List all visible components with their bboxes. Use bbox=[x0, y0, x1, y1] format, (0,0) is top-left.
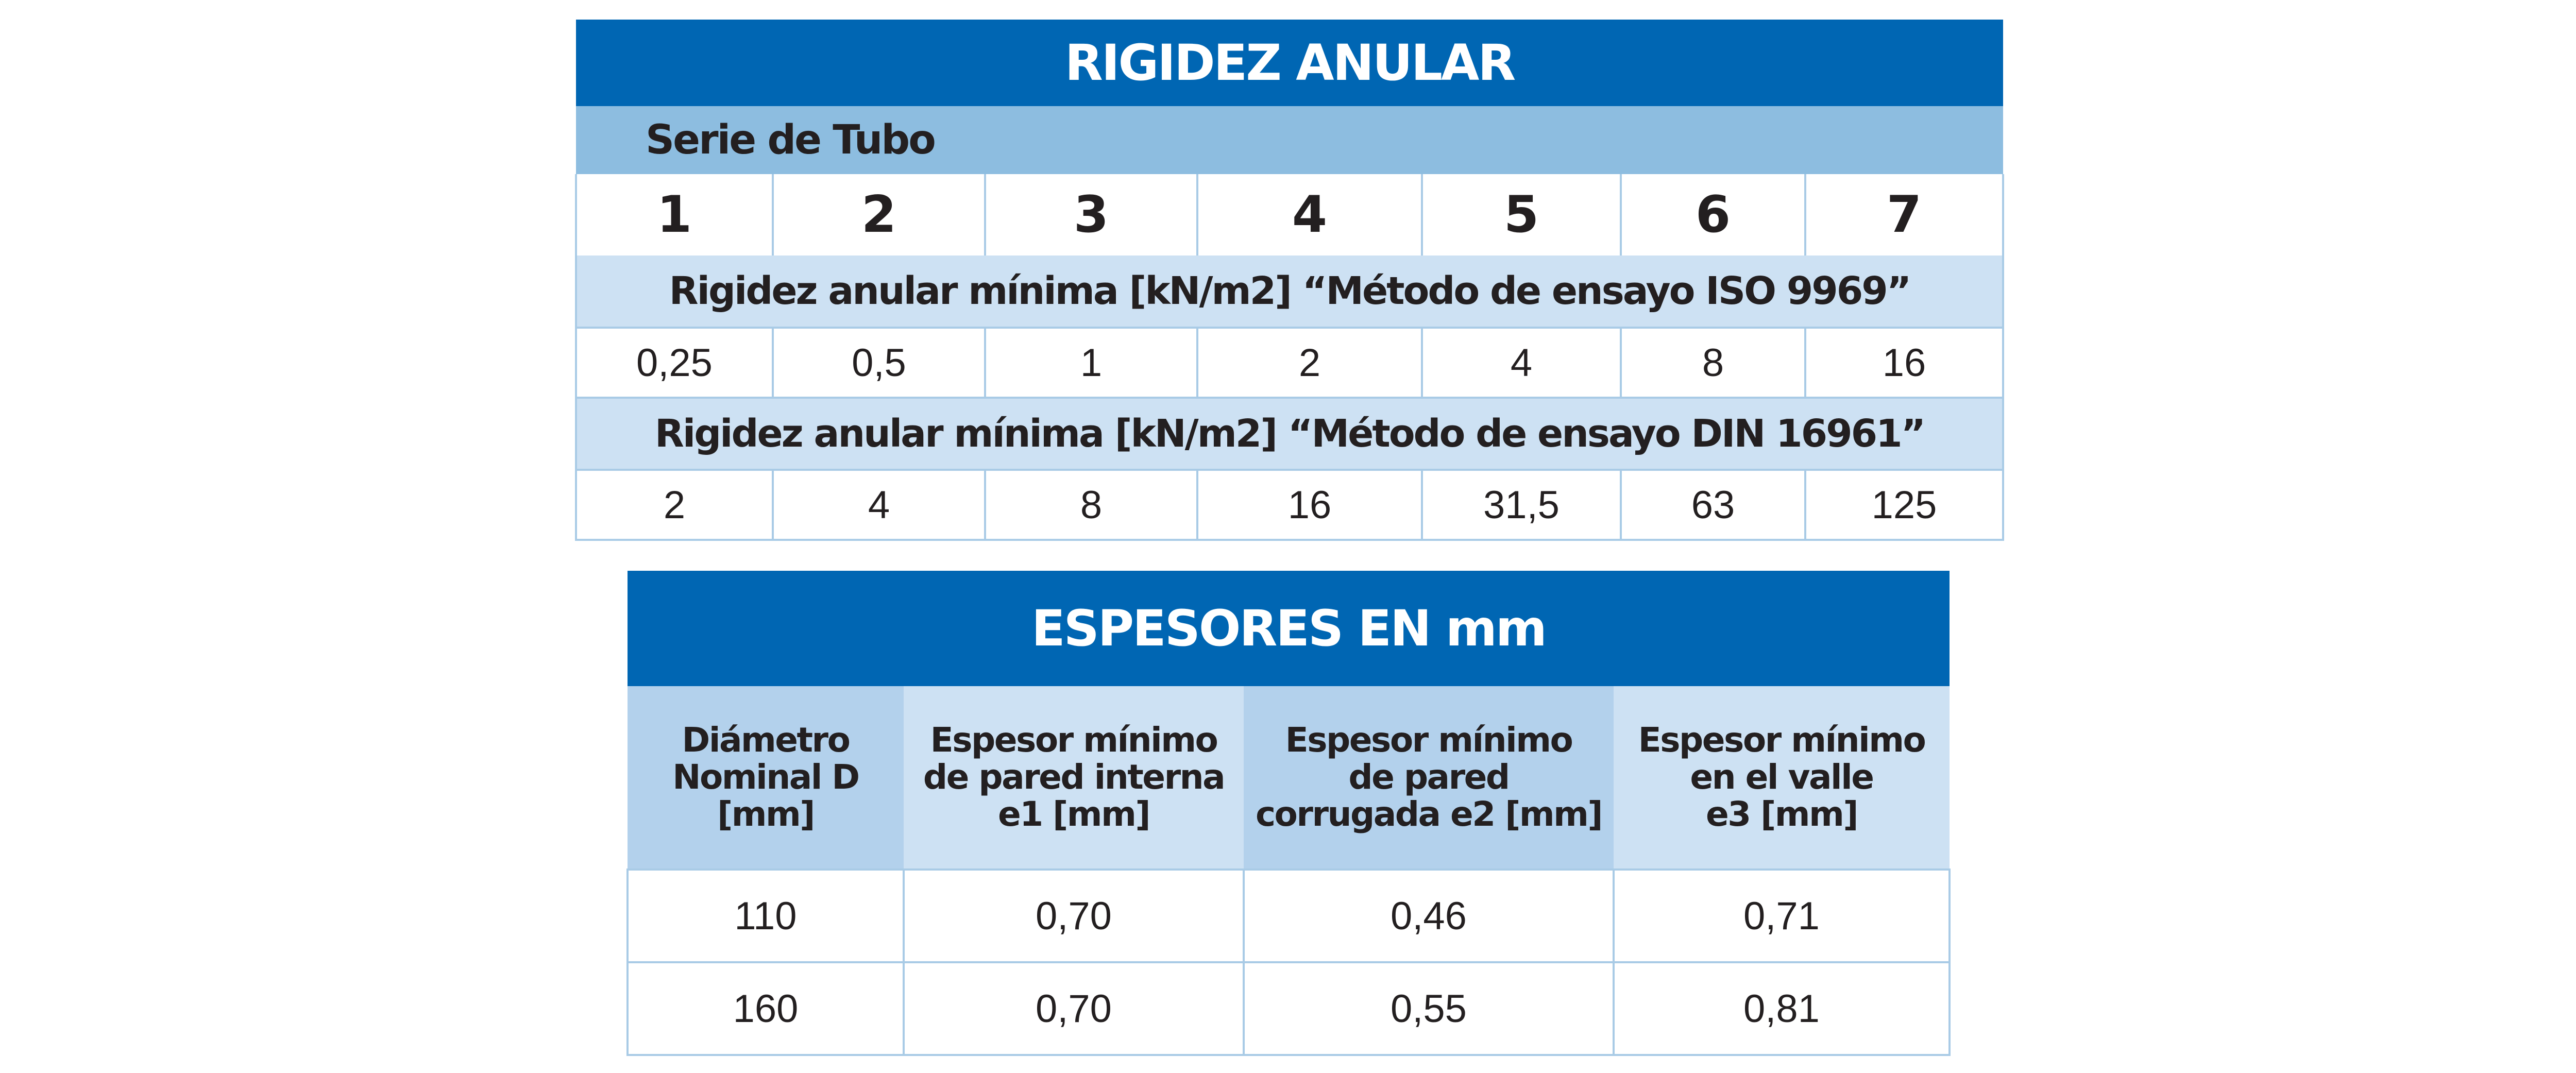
series-cell: 4 bbox=[1196, 174, 1423, 256]
series-cell: 7 bbox=[1804, 174, 2005, 256]
header-line: en el valle bbox=[1690, 757, 1874, 797]
header-line: e3 [mm] bbox=[1705, 794, 1859, 834]
serie-de-tubo-label: Serie de Tubo bbox=[576, 106, 2004, 174]
espesores-table: ESPESORES EN mm Diámetro Nominal D [mm] … bbox=[626, 571, 1951, 1056]
din-value-cell: 4 bbox=[772, 469, 986, 541]
table-row: 160 0,70 0,55 0,81 bbox=[626, 961, 1951, 1056]
series-cell: 6 bbox=[1620, 174, 1806, 256]
rigidez-anular-table: RIGIDEZ ANULAR Serie de Tubo 1 2 3 4 5 6… bbox=[574, 20, 2005, 541]
series-cell: 2 bbox=[772, 174, 986, 256]
din-value-cell: 16 bbox=[1196, 469, 1423, 541]
header-line: corrugada e2 [mm] bbox=[1255, 794, 1603, 834]
header-espesor-pared-corrugada: Espesor mínimo de pared corrugada e2 [mm… bbox=[1244, 686, 1614, 870]
din-value-cell: 8 bbox=[984, 469, 1198, 541]
header-espesor-valle: Espesor mínimo en el valle e3 [mm] bbox=[1614, 686, 1950, 870]
espesores-header-row: Diámetro Nominal D [mm] Espesor mínimo d… bbox=[628, 686, 1950, 870]
iso-value-cell: 8 bbox=[1620, 327, 1806, 399]
iso-value-cell: 4 bbox=[1421, 327, 1622, 399]
din-value-cell: 125 bbox=[1804, 469, 2005, 541]
e1-cell: 0,70 bbox=[903, 961, 1245, 1056]
diametro-cell: 160 bbox=[626, 961, 905, 1056]
table-row: 110 0,70 0,46 0,71 bbox=[626, 868, 1951, 963]
iso-value-cell: 0,5 bbox=[772, 327, 986, 399]
iso-value-cell: 16 bbox=[1804, 327, 2005, 399]
din-values-row: 2 4 8 16 31,5 63 125 bbox=[575, 469, 2005, 541]
header-line: Espesor mínimo bbox=[930, 720, 1218, 760]
series-cell: 1 bbox=[575, 174, 774, 256]
header-line: Nominal D bbox=[672, 757, 860, 797]
series-cell: 5 bbox=[1421, 174, 1622, 256]
diametro-cell: 110 bbox=[626, 868, 905, 963]
e2-cell: 0,46 bbox=[1243, 868, 1615, 963]
header-line: de pared bbox=[1348, 757, 1510, 797]
method-iso-label: Rigidez anular mínima [kN/m2] “Método de… bbox=[574, 256, 2005, 328]
iso-values-row: 0,25 0,5 1 2 4 8 16 bbox=[575, 327, 2005, 399]
din-value-cell: 63 bbox=[1620, 469, 1806, 541]
header-line: e1 [mm] bbox=[997, 794, 1151, 834]
espesores-title: ESPESORES EN mm bbox=[628, 571, 1950, 686]
iso-value-cell: 2 bbox=[1196, 327, 1423, 399]
e3-cell: 0,81 bbox=[1613, 961, 1951, 1056]
header-line: Diámetro bbox=[682, 720, 851, 760]
e2-cell: 0,55 bbox=[1243, 961, 1615, 1056]
header-line: Espesor mínimo bbox=[1638, 720, 1926, 760]
method-din-label: Rigidez anular mínima [kN/m2] “Método de… bbox=[574, 398, 2005, 470]
e3-cell: 0,71 bbox=[1613, 868, 1951, 963]
header-line: Espesor mínimo bbox=[1285, 720, 1573, 760]
header-espesor-pared-interna: Espesor mínimo de pared interna e1 [mm] bbox=[904, 686, 1244, 870]
header-line: de pared interna bbox=[923, 757, 1226, 797]
series-row: 1 2 3 4 5 6 7 bbox=[575, 174, 2005, 256]
e1-cell: 0,70 bbox=[903, 868, 1245, 963]
series-cell: 3 bbox=[984, 174, 1198, 256]
iso-value-cell: 1 bbox=[984, 327, 1198, 399]
din-value-cell: 2 bbox=[575, 469, 774, 541]
header-line: [mm] bbox=[717, 794, 815, 834]
iso-value-cell: 0,25 bbox=[575, 327, 774, 399]
header-diametro-nominal: Diámetro Nominal D [mm] bbox=[628, 686, 904, 870]
din-value-cell: 31,5 bbox=[1421, 469, 1622, 541]
rigidez-title: RIGIDEZ ANULAR bbox=[576, 20, 2004, 106]
